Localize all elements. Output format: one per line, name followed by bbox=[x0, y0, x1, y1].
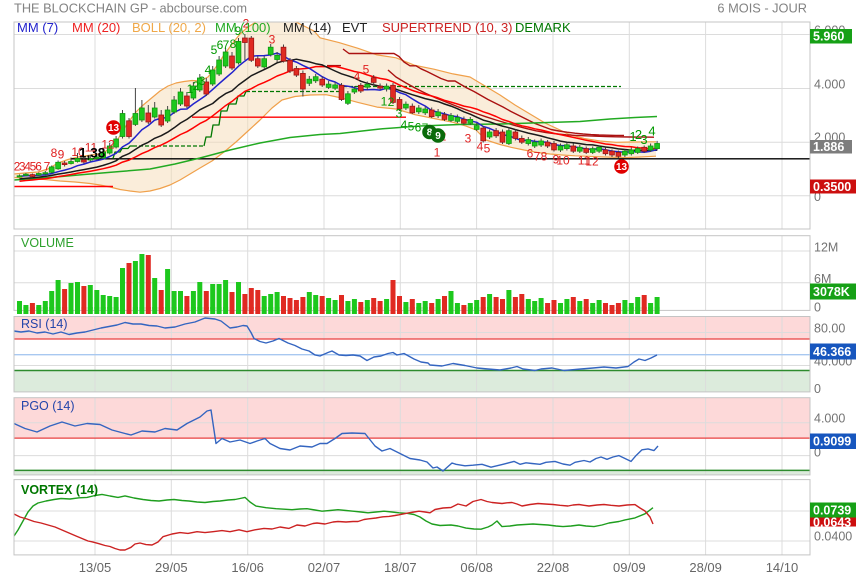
svg-text:11: 11 bbox=[578, 154, 591, 168]
svg-text:MM (20): MM (20) bbox=[72, 20, 120, 35]
svg-text:9: 9 bbox=[235, 24, 242, 38]
svg-text:5: 5 bbox=[408, 120, 415, 134]
svg-text:5: 5 bbox=[211, 43, 218, 57]
svg-text:18/07: 18/07 bbox=[384, 560, 417, 575]
svg-text:10: 10 bbox=[71, 145, 85, 159]
svg-text:5: 5 bbox=[363, 63, 370, 77]
svg-text:2: 2 bbox=[388, 95, 395, 109]
svg-text:02/07: 02/07 bbox=[308, 560, 341, 575]
svg-text:2: 2 bbox=[14, 160, 21, 174]
svg-text:1.886: 1.886 bbox=[813, 140, 844, 154]
svg-text:4.000: 4.000 bbox=[814, 77, 845, 91]
svg-text:4: 4 bbox=[24, 160, 31, 174]
svg-text:VOLUME: VOLUME bbox=[21, 236, 74, 250]
svg-text:4.000: 4.000 bbox=[814, 411, 845, 425]
svg-text:8: 8 bbox=[427, 128, 433, 139]
svg-text:3: 3 bbox=[465, 132, 472, 146]
svg-text:6: 6 bbox=[527, 147, 534, 161]
svg-text:29/05: 29/05 bbox=[155, 560, 188, 575]
svg-text:6: 6 bbox=[415, 121, 422, 135]
svg-text:DEMARK: DEMARK bbox=[515, 20, 571, 35]
svg-text:46.366: 46.366 bbox=[813, 345, 851, 359]
svg-text:BOLL (20, 2): BOLL (20, 2) bbox=[132, 20, 206, 35]
svg-text:4: 4 bbox=[205, 63, 212, 77]
svg-text:0.0400: 0.0400 bbox=[814, 529, 852, 543]
svg-text:5.960: 5.960 bbox=[813, 30, 844, 44]
svg-text:4: 4 bbox=[477, 140, 484, 154]
svg-text:4: 4 bbox=[354, 70, 361, 84]
svg-text:7: 7 bbox=[223, 38, 230, 52]
svg-text:6 MOIS - JOUR: 6 MOIS - JOUR bbox=[717, 1, 807, 16]
svg-text:3: 3 bbox=[199, 74, 206, 88]
svg-text:3: 3 bbox=[19, 160, 26, 174]
svg-text:3: 3 bbox=[269, 33, 276, 47]
svg-text:0.9099: 0.9099 bbox=[813, 435, 851, 449]
svg-text:09/09: 09/09 bbox=[613, 560, 646, 575]
svg-text:4: 4 bbox=[401, 118, 408, 132]
svg-text:2: 2 bbox=[243, 17, 250, 31]
svg-text:6: 6 bbox=[35, 160, 42, 174]
svg-text:VORTEX (14): VORTEX (14) bbox=[21, 483, 98, 497]
svg-text:5: 5 bbox=[30, 160, 37, 174]
svg-text:80.00: 80.00 bbox=[814, 321, 845, 335]
svg-text:28/09: 28/09 bbox=[689, 560, 722, 575]
svg-text:0: 0 bbox=[814, 190, 821, 204]
svg-text:RSI (14): RSI (14) bbox=[21, 317, 68, 331]
svg-text:MM (14): MM (14) bbox=[283, 20, 331, 35]
svg-text:0: 0 bbox=[814, 300, 821, 314]
svg-text:0.0643: 0.0643 bbox=[813, 515, 851, 529]
svg-text:9: 9 bbox=[58, 148, 65, 162]
svg-text:PGO (14): PGO (14) bbox=[21, 399, 75, 413]
svg-text:12: 12 bbox=[101, 138, 115, 152]
svg-text:8: 8 bbox=[51, 146, 58, 160]
svg-text:1: 1 bbox=[187, 82, 194, 96]
svg-text:22/08: 22/08 bbox=[537, 560, 570, 575]
svg-text:9: 9 bbox=[553, 153, 560, 167]
svg-text:MM (7): MM (7) bbox=[17, 20, 58, 35]
svg-text:10: 10 bbox=[556, 154, 570, 168]
svg-text:8: 8 bbox=[230, 37, 237, 51]
svg-text:13/05: 13/05 bbox=[79, 560, 112, 575]
svg-text:3078K: 3078K bbox=[813, 285, 850, 299]
svg-text:7: 7 bbox=[534, 150, 541, 164]
svg-text:2: 2 bbox=[193, 79, 200, 93]
svg-text:11: 11 bbox=[85, 141, 98, 155]
svg-text:0.3500: 0.3500 bbox=[813, 180, 851, 194]
svg-text:9: 9 bbox=[435, 131, 441, 142]
svg-text:0: 0 bbox=[814, 445, 821, 459]
svg-text:THE BLOCKCHAIN GP - abcbourse.: THE BLOCKCHAIN GP - abcbourse.com bbox=[14, 1, 247, 16]
svg-text:7: 7 bbox=[44, 160, 51, 174]
svg-text:1: 1 bbox=[381, 95, 388, 109]
svg-text:12M: 12M bbox=[814, 240, 838, 254]
svg-text:3: 3 bbox=[640, 132, 647, 147]
svg-text:12: 12 bbox=[585, 155, 599, 169]
svg-text:1: 1 bbox=[629, 129, 636, 144]
svg-text:3: 3 bbox=[396, 107, 403, 121]
svg-text:EVT: EVT bbox=[342, 20, 367, 35]
svg-text:6M: 6M bbox=[814, 272, 831, 286]
svg-text:13: 13 bbox=[616, 162, 628, 173]
svg-text:13: 13 bbox=[108, 123, 120, 134]
svg-text:0.0739: 0.0739 bbox=[813, 503, 851, 517]
svg-text:MM (100): MM (100) bbox=[215, 20, 271, 35]
svg-text:8: 8 bbox=[541, 150, 548, 164]
svg-text:1,38: 1,38 bbox=[79, 146, 106, 161]
svg-text:0: 0 bbox=[814, 382, 821, 396]
svg-text:SUPERTREND (10, 3): SUPERTREND (10, 3) bbox=[382, 20, 513, 35]
svg-text:5: 5 bbox=[484, 142, 491, 156]
svg-text:14/10: 14/10 bbox=[766, 560, 799, 575]
svg-text:16/06: 16/06 bbox=[231, 560, 264, 575]
svg-text:6: 6 bbox=[217, 38, 224, 52]
svg-text:4: 4 bbox=[648, 124, 655, 139]
svg-text:2: 2 bbox=[635, 127, 642, 142]
svg-text:1: 1 bbox=[434, 146, 441, 160]
svg-text:06/08: 06/08 bbox=[460, 560, 493, 575]
